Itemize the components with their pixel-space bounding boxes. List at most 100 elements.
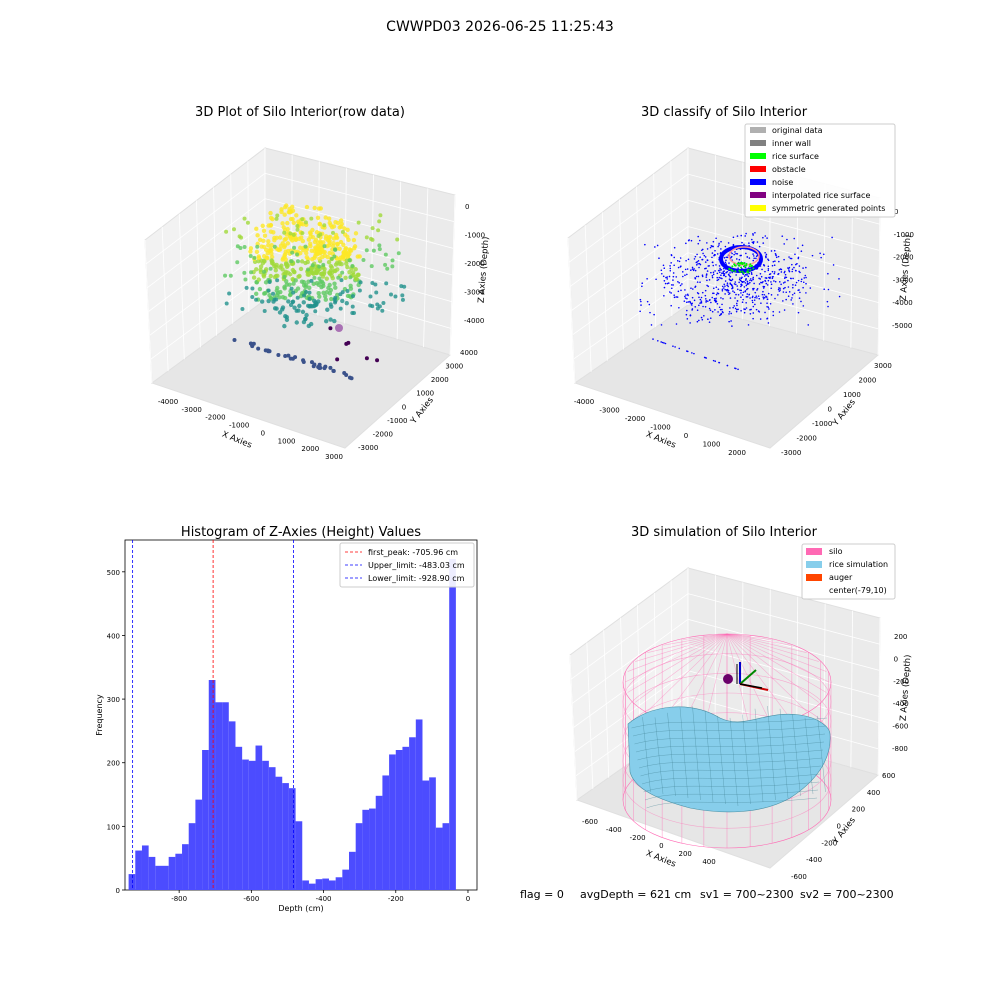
noise-point [766, 237, 768, 239]
data-point [350, 263, 355, 268]
data-point [270, 216, 275, 222]
panel4-z-label: Z Axies (Depth) [899, 654, 914, 721]
noise-point [708, 299, 711, 302]
noise-point [686, 350, 689, 353]
noise-point [717, 311, 719, 313]
noise-point [706, 248, 709, 250]
legend-label: symmetric generated points [772, 204, 885, 213]
noise-point [726, 288, 729, 291]
noise-point [728, 274, 730, 277]
noise-point [727, 291, 730, 293]
noise-point [749, 297, 751, 299]
panel1-points [223, 203, 407, 381]
noise-point [752, 259, 755, 262]
tick-label: 200 [852, 806, 865, 814]
data-point [279, 209, 284, 215]
panel2-legend: original data inner wall rice surface obsta… [744, 123, 896, 218]
noise-point [766, 302, 768, 305]
panel4-legend: silo rice simulation auger center(-79,10) [801, 543, 896, 600]
noise-point [747, 324, 750, 326]
histogram-bar [415, 719, 423, 890]
noise-point [746, 274, 748, 276]
noise-point [743, 286, 746, 288]
tick-label: 400 [867, 789, 880, 797]
noise-point [732, 306, 734, 309]
data-point [235, 260, 240, 265]
data-point [304, 254, 309, 260]
noise-point [791, 286, 794, 289]
noise-point [673, 294, 675, 296]
noise-point [774, 297, 776, 300]
noise-point [663, 342, 665, 344]
tick-label: 200 [894, 633, 907, 641]
data-point [309, 216, 314, 221]
data-point [368, 294, 373, 299]
noise-point [705, 299, 708, 302]
noise-point [795, 263, 797, 266]
noise-point [743, 311, 746, 314]
noise-point [720, 268, 723, 271]
rice-mesh-line [635, 741, 825, 753]
data-point [328, 287, 334, 293]
noise-point [797, 247, 799, 249]
data-point [294, 308, 299, 313]
noise-point [793, 266, 795, 269]
data-point [307, 285, 312, 291]
tick-label: -200 [388, 895, 404, 903]
histogram-bar [162, 865, 169, 890]
noise-point [701, 258, 703, 261]
data-point [295, 295, 300, 300]
data-point [282, 212, 287, 217]
noise-point [771, 276, 774, 278]
noise-point [711, 261, 714, 264]
data-point [292, 245, 297, 250]
noise-point [798, 270, 800, 273]
panel4-legend-frame [801, 543, 896, 600]
noise-point [794, 253, 796, 256]
data-point [258, 269, 264, 275]
data-point [244, 285, 249, 290]
noise-point [717, 245, 719, 248]
data-point [280, 305, 286, 310]
noise-point [784, 286, 786, 289]
data-point [314, 230, 320, 235]
data-point [269, 254, 275, 260]
panel3-legend: first_peak: -705.96 cm Upper_limit: -483.… [339, 542, 475, 588]
data-point [312, 275, 317, 280]
noise-point [700, 300, 703, 302]
data-point [340, 298, 345, 304]
noise-point [763, 296, 766, 299]
noise-point [777, 255, 780, 258]
rice-mesh-line [667, 712, 676, 797]
rice-mesh-line [742, 714, 751, 805]
data-point [256, 346, 261, 351]
data-point [330, 230, 335, 235]
noise-point [753, 257, 755, 260]
noise-point [765, 295, 767, 298]
silo-roof-line [682, 633, 728, 640]
noise-point [827, 305, 829, 308]
panel3-y-ticks: 0 100 200 300 400 500 [107, 569, 125, 895]
histogram-bar [335, 877, 343, 890]
noise-point [716, 279, 719, 282]
noise-point [731, 278, 734, 281]
panel3-x-label: Depth (cm) [278, 904, 323, 913]
noise-point [712, 359, 715, 362]
tick-label: -1000 [229, 422, 249, 430]
noise-point [787, 286, 790, 288]
panel2-title: 3D classify of Silo Interior [641, 105, 808, 120]
noise-point [752, 278, 754, 281]
data-point [328, 326, 333, 331]
data-point [272, 244, 277, 249]
noise-point [677, 266, 680, 269]
noise-point [705, 301, 707, 303]
noise-point [768, 308, 770, 310]
noise-point [685, 242, 687, 245]
data-point [277, 310, 283, 315]
data-point [250, 294, 255, 299]
silo-roof-line [663, 633, 728, 719]
data-point [266, 288, 271, 293]
noise-point [662, 275, 665, 278]
data-point [275, 273, 280, 279]
noise-point [767, 306, 770, 308]
